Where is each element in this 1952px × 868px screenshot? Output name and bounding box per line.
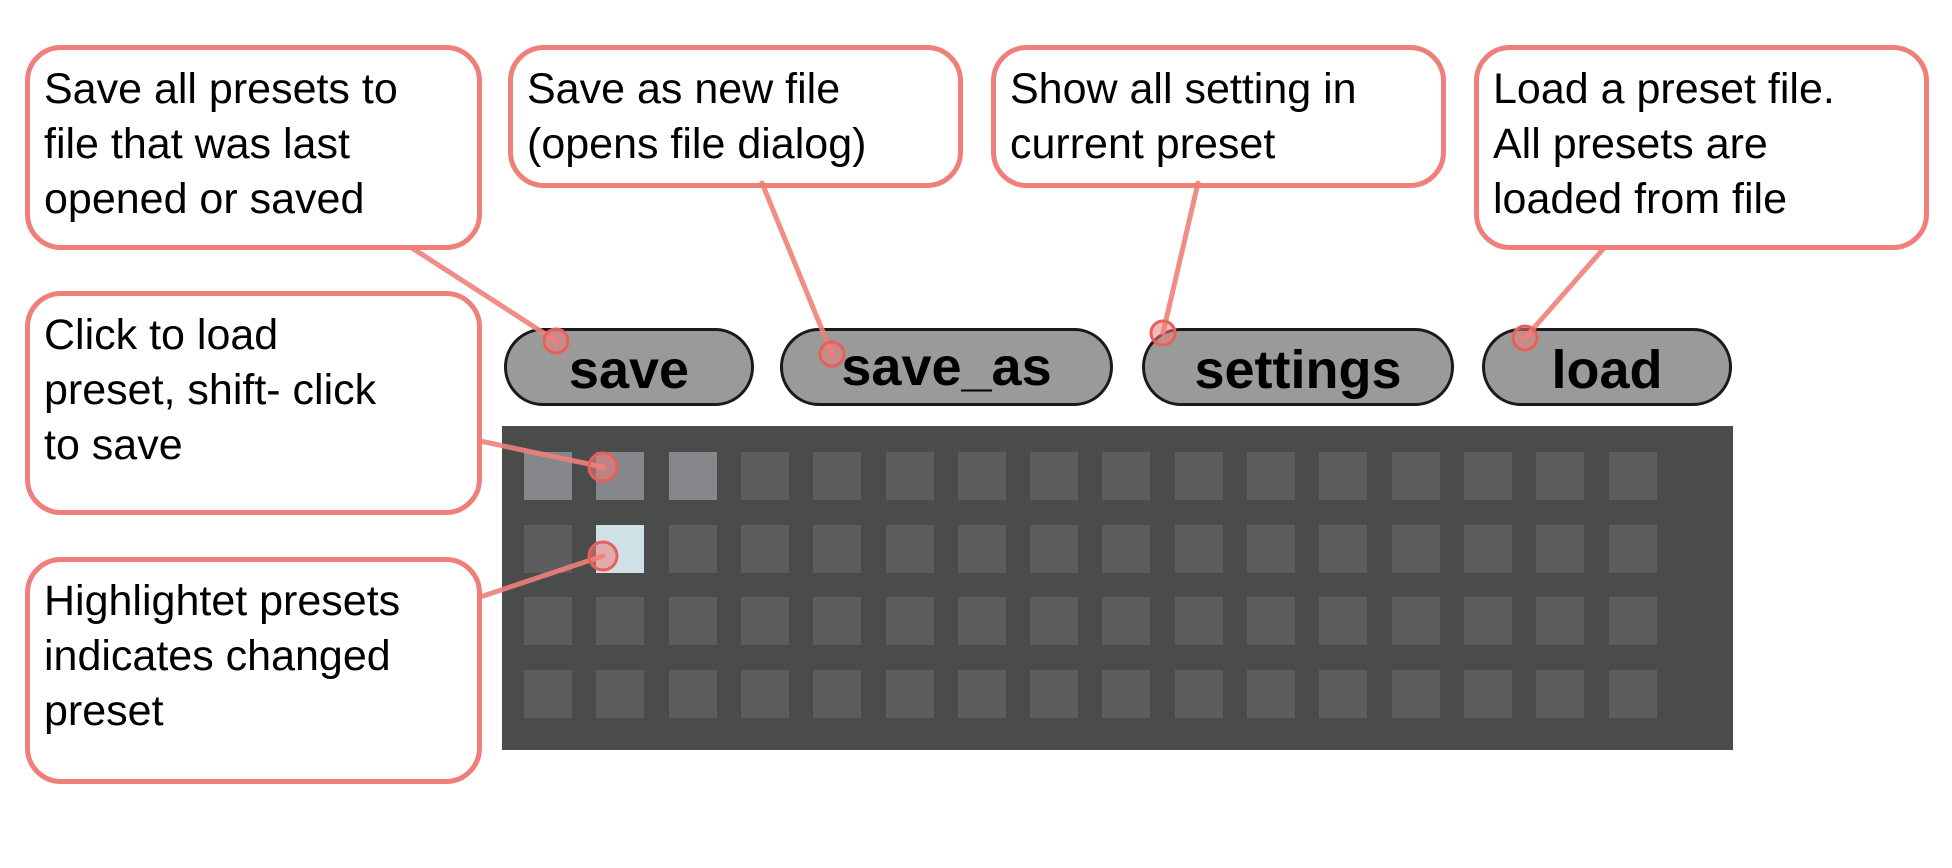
preset-cell[interactable] (1392, 670, 1440, 718)
preset-cell[interactable] (1102, 452, 1150, 500)
preset-cell[interactable] (1175, 597, 1223, 645)
preset-cell[interactable] (958, 597, 1006, 645)
preset-cell[interactable] (1464, 525, 1512, 573)
save-button[interactable]: save (504, 328, 754, 406)
preset-cell[interactable] (524, 670, 572, 718)
connector-settings (1160, 180, 1201, 336)
preset-cell[interactable] (958, 525, 1006, 573)
preset-cell[interactable] (958, 670, 1006, 718)
preset-cell[interactable] (524, 597, 572, 645)
preset-cell[interactable] (596, 670, 644, 718)
preset-cell[interactable] (596, 597, 644, 645)
preset-cell[interactable] (813, 597, 861, 645)
preset-cell[interactable] (1030, 670, 1078, 718)
preset-cell[interactable] (524, 452, 572, 500)
preset-cell[interactable] (1102, 525, 1150, 573)
save-as-button[interactable]: save_as (780, 328, 1113, 406)
preset-cell[interactable] (886, 525, 934, 573)
callout-save: Save all presets to file that was last o… (25, 45, 482, 250)
preset-cell[interactable] (1609, 670, 1657, 718)
preset-cell[interactable] (1175, 670, 1223, 718)
preset-cell[interactable] (1609, 452, 1657, 500)
preset-cell[interactable] (669, 525, 717, 573)
preset-cell[interactable] (813, 670, 861, 718)
preset-cell[interactable] (1464, 452, 1512, 500)
preset-cell[interactable] (1247, 597, 1295, 645)
preset-cell[interactable] (669, 452, 717, 500)
preset-cell[interactable] (886, 670, 934, 718)
preset-cell[interactable] (886, 597, 934, 645)
callout-highlighted-presets: Highlightet presets indicates changed pr… (25, 557, 482, 784)
callout-save-as: Save as new file (opens file dialog) (508, 45, 963, 188)
preset-cell[interactable] (1030, 525, 1078, 573)
preset-cell[interactable] (1319, 452, 1367, 500)
callout-load: Load a preset file. All presets are load… (1474, 45, 1929, 250)
preset-cell[interactable] (1392, 597, 1440, 645)
preset-cell[interactable] (596, 525, 644, 573)
preset-cell[interactable] (1247, 452, 1295, 500)
preset-cell[interactable] (1319, 670, 1367, 718)
preset-cell[interactable] (1609, 525, 1657, 573)
preset-cell[interactable] (741, 670, 789, 718)
preset-cell[interactable] (1536, 525, 1584, 573)
preset-cell[interactable] (741, 597, 789, 645)
preset-cell[interactable] (813, 452, 861, 500)
preset-cell[interactable] (1536, 670, 1584, 718)
preset-cell[interactable] (813, 525, 861, 573)
preset-cell[interactable] (1175, 525, 1223, 573)
preset-cell[interactable] (1464, 597, 1512, 645)
preset-cell[interactable] (524, 525, 572, 573)
settings-button[interactable]: settings (1142, 328, 1454, 406)
preset-cell[interactable] (669, 670, 717, 718)
preset-cell[interactable] (1175, 452, 1223, 500)
preset-cell[interactable] (1247, 525, 1295, 573)
preset-grid (502, 426, 1733, 750)
preset-cell[interactable] (1102, 597, 1150, 645)
preset-cell[interactable] (1609, 597, 1657, 645)
preset-cell[interactable] (669, 597, 717, 645)
preset-cell[interactable] (741, 525, 789, 573)
preset-cell[interactable] (1392, 525, 1440, 573)
preset-cell[interactable] (1392, 452, 1440, 500)
callout-click-preset: Click to load preset, shift- click to sa… (25, 291, 482, 515)
preset-cell[interactable] (1102, 670, 1150, 718)
preset-cell[interactable] (1536, 597, 1584, 645)
preset-cell[interactable] (1464, 670, 1512, 718)
preset-cell[interactable] (741, 452, 789, 500)
connector-load (1522, 245, 1607, 341)
load-button[interactable]: load (1482, 328, 1732, 406)
preset-cell[interactable] (596, 452, 644, 500)
preset-cell[interactable] (1030, 597, 1078, 645)
preset-cell[interactable] (1319, 525, 1367, 573)
preset-cell[interactable] (1247, 670, 1295, 718)
preset-cell[interactable] (1536, 452, 1584, 500)
preset-cell[interactable] (886, 452, 934, 500)
callout-settings: Show all setting in current preset (991, 45, 1446, 188)
preset-cell[interactable] (1319, 597, 1367, 645)
preset-cell[interactable] (958, 452, 1006, 500)
preset-cell[interactable] (1030, 452, 1078, 500)
